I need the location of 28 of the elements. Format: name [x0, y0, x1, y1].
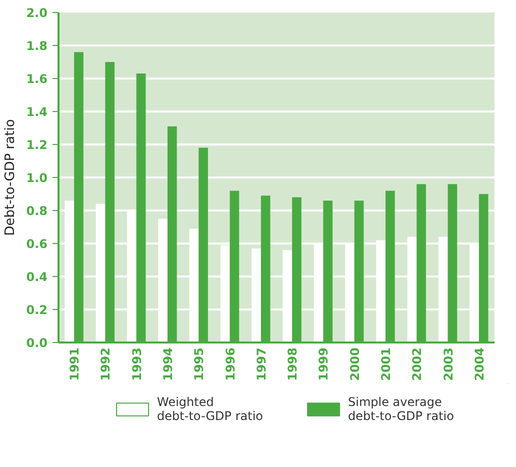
y-axis-title: Debt-to-GDP ratio [3, 119, 18, 236]
y-tick-label: 0.8 [26, 204, 48, 218]
x-tick-label: 1991 [68, 347, 82, 381]
y-tick-label: 1.8 [26, 39, 48, 53]
x-tick-label: 2000 [348, 347, 362, 381]
x-tick-label: 2002 [410, 347, 424, 381]
y-tick-label: 1.4 [26, 105, 48, 119]
y-tick-label: 0.0 [26, 336, 48, 350]
x-tick-label: 1993 [130, 347, 144, 381]
x-tick-label: 1996 [223, 347, 238, 381]
x-tick-label: 1995 [192, 347, 206, 381]
y-tick-label: 0.4 [26, 270, 48, 284]
x-tick-label: 1998 [286, 347, 300, 381]
y-tick-label: 0.6 [26, 237, 48, 251]
x-tick-label: 2003 [441, 347, 456, 381]
legend-label: Weighted debt-to-GDP ratio [157, 394, 263, 425]
y-tick-label: 1.6 [26, 72, 48, 86]
y-tick-label: 1.2 [26, 138, 48, 152]
legend-label: Simple average debt-to-GDP ratio [348, 394, 454, 425]
y-tick-label: 2.0 [26, 6, 48, 20]
x-tick-label: 1997 [254, 347, 268, 381]
x-tick-label: 1992 [98, 347, 113, 381]
y-tick-label: 0.2 [26, 303, 48, 317]
x-tick-label: 2001 [379, 347, 393, 381]
x-tick-label: 2004 [472, 347, 486, 381]
y-tick-label: 1.0 [26, 171, 48, 185]
x-tick-label: 1999 [316, 347, 331, 381]
x-tick-label: 1994 [161, 347, 175, 381]
